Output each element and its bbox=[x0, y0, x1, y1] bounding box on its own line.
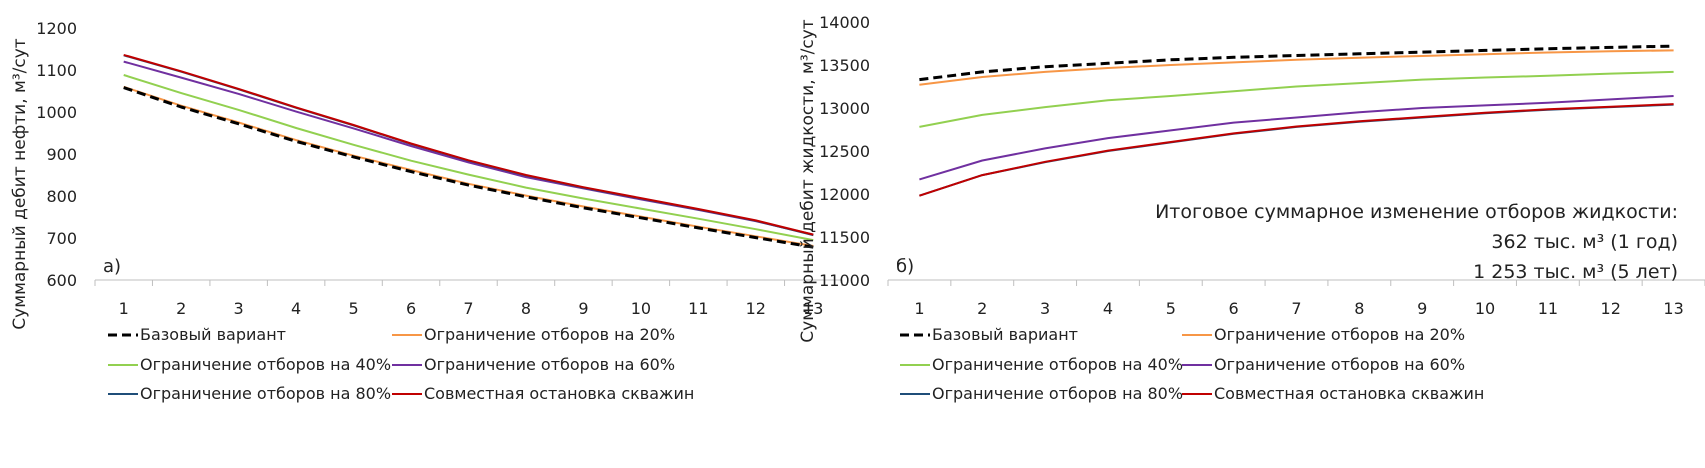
legend-item: Ограничение отборов на 60% bbox=[392, 355, 675, 374]
series-line-ограничение-отборов-на-40 bbox=[123, 74, 814, 242]
legend-label: Ограничение отборов на 20% bbox=[1214, 325, 1465, 344]
legend-item: Совместная остановка скважин bbox=[1182, 384, 1484, 403]
panel-label: б) bbox=[896, 256, 914, 277]
series-line-совместная-остановка-скважин bbox=[123, 53, 814, 236]
legend-item: Базовый вариант bbox=[900, 325, 1078, 344]
x-tick-label: 1 bbox=[119, 299, 129, 318]
x-tick-label: 4 bbox=[291, 299, 301, 318]
x-tick-label: 12 bbox=[1601, 299, 1621, 318]
legend-item: Ограничение отборов на 40% bbox=[900, 355, 1183, 374]
y-tick-label: 1100 bbox=[36, 61, 77, 80]
x-tick-label: 12 bbox=[746, 299, 766, 318]
x-tick-label: 13 bbox=[803, 299, 823, 318]
x-tick-label: 2 bbox=[176, 299, 186, 318]
y-tick-label: 800 bbox=[46, 187, 77, 206]
x-tick-label: 10 bbox=[631, 299, 651, 318]
x-tick-label: 10 bbox=[1475, 299, 1495, 318]
legend-item: Совместная остановка скважин bbox=[392, 384, 694, 403]
series-line-ограничение-отборов-на-60 bbox=[919, 95, 1674, 181]
legend-item: Ограничение отборов на 80% bbox=[108, 384, 391, 403]
x-tick-label: 11 bbox=[1538, 299, 1558, 318]
y-tick-label: 700 bbox=[46, 229, 77, 248]
x-tick-label: 6 bbox=[406, 299, 416, 318]
series-line-совместная-остановка-скважин bbox=[919, 103, 1674, 197]
x-tick-label: 13 bbox=[1663, 299, 1683, 318]
x-tick-label: 2 bbox=[977, 299, 987, 318]
legend-label: Совместная остановка скважин bbox=[424, 384, 694, 403]
y-tick-label: 1200 bbox=[36, 19, 77, 38]
series-line-ограничение-отборов-на-20 bbox=[123, 85, 814, 247]
legend-label: Ограничение отборов на 80% bbox=[140, 384, 391, 403]
x-tick-label: 7 bbox=[463, 299, 473, 318]
series-line-базовый-вариант bbox=[919, 44, 1674, 82]
annotation-text: Итоговое суммарное изменение отборов жид… bbox=[1155, 201, 1678, 223]
series-line-базовый-вариант bbox=[123, 86, 814, 249]
legend-item: Базовый вариант bbox=[108, 325, 286, 344]
legend-label: Базовый вариант bbox=[932, 325, 1078, 344]
x-tick-label: 3 bbox=[1040, 299, 1050, 318]
x-tick-label: 7 bbox=[1291, 299, 1301, 318]
series-line-ограничение-отборов-на-40 bbox=[919, 70, 1674, 128]
x-tick-label: 3 bbox=[234, 299, 244, 318]
x-tick-label: 5 bbox=[348, 299, 358, 318]
legend-item: Ограничение отборов на 60% bbox=[1182, 355, 1465, 374]
x-tick-label: 9 bbox=[1417, 299, 1427, 318]
annotation-text: 362 тыс. м³ (1 год) bbox=[1491, 231, 1678, 253]
y-tick-label: 11000 bbox=[819, 271, 870, 290]
y-tick-label: 13500 bbox=[819, 56, 870, 75]
series-line-ограничение-отборов-на-60 bbox=[123, 60, 814, 236]
x-tick-label: 8 bbox=[1354, 299, 1364, 318]
y-tick-label: 900 bbox=[46, 145, 77, 164]
y-tick-label: 14000 bbox=[819, 13, 870, 32]
x-tick-label: 4 bbox=[1103, 299, 1113, 318]
legend-item: Ограничение отборов на 40% bbox=[108, 355, 391, 374]
x-tick-label: 11 bbox=[688, 299, 708, 318]
x-tick-label: 6 bbox=[1229, 299, 1239, 318]
legend-item: Ограничение отборов на 80% bbox=[900, 384, 1183, 403]
legend-label: Ограничение отборов на 80% bbox=[932, 384, 1183, 403]
y-tick-label: 600 bbox=[46, 271, 77, 290]
y-tick-label: 13000 bbox=[819, 99, 870, 118]
legend-label: Ограничение отборов на 40% bbox=[932, 355, 1183, 374]
legend-label: Ограничение отборов на 60% bbox=[1214, 355, 1465, 374]
legend-label: Ограничение отборов на 40% bbox=[140, 355, 391, 374]
x-tick-label: 1 bbox=[914, 299, 924, 318]
panel-label: а) bbox=[103, 256, 121, 277]
y-tick-label: 12000 bbox=[819, 185, 870, 204]
x-tick-label: 8 bbox=[521, 299, 531, 318]
y-axis-label: Суммарный дебит нефти, м³/сут bbox=[10, 38, 30, 329]
legend-item: Ограничение отборов на 20% bbox=[392, 325, 675, 344]
legend-label: Базовый вариант bbox=[140, 325, 286, 344]
x-tick-label: 9 bbox=[578, 299, 588, 318]
annotation-text: 1 253 тыс. м³ (5 лет) bbox=[1473, 261, 1678, 283]
legend-label: Ограничение отборов на 20% bbox=[424, 325, 675, 344]
y-axis-label: Суммарный дебит жидкости, м³/сут bbox=[798, 19, 818, 342]
y-tick-label: 12500 bbox=[819, 142, 870, 161]
legend-item: Ограничение отборов на 20% bbox=[1182, 325, 1465, 344]
series-line-ограничение-отборов-на-80 bbox=[123, 54, 814, 237]
legend-label: Совместная остановка скважин bbox=[1214, 384, 1484, 403]
x-tick-label: 5 bbox=[1166, 299, 1176, 318]
legend-label: Ограничение отборов на 60% bbox=[424, 355, 675, 374]
y-tick-label: 1000 bbox=[36, 103, 77, 122]
series-line-ограничение-отборов-на-20 bbox=[919, 49, 1674, 86]
y-tick-label: 11500 bbox=[819, 228, 870, 247]
